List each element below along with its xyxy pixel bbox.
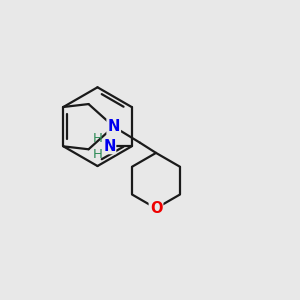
Text: N: N	[107, 119, 120, 134]
Text: N: N	[103, 139, 116, 154]
Text: H: H	[93, 148, 103, 161]
Text: O: O	[150, 201, 162, 216]
Text: H: H	[93, 132, 103, 145]
